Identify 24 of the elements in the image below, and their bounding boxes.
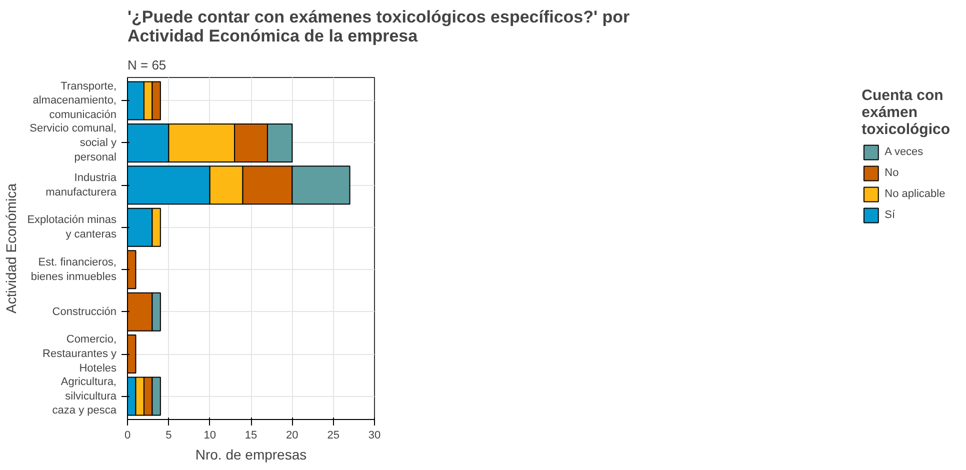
- x-tick-label: 20: [286, 430, 298, 442]
- legend-title: Cuenta con exámen toxicológico: [862, 87, 950, 138]
- x-tick-label: 25: [327, 430, 340, 442]
- x-tick-label: 0: [124, 430, 131, 442]
- legend-label: No aplicable: [884, 188, 946, 200]
- y-tick-label: Est. financieros, bienes inmuebles: [30, 256, 117, 283]
- y-tick-label: Construcción: [52, 306, 117, 318]
- x-tick-label: 15: [244, 430, 258, 442]
- y-tick-label: Explotación minas y canteras: [27, 214, 117, 241]
- chart-title: '¿Puede contar con exámenes toxicológicos específicos?' por Actividad Económica de la empresa: [128, 8, 630, 46]
- y-tick-label: Servicio comunal, social y personal: [30, 122, 117, 164]
- y-tick-label: Agricultura, silvicultura caza y pesca: [52, 376, 118, 417]
- y-axis-title: Actividad Económica: [3, 183, 20, 314]
- y-tick-label: Transporte, almacenamiento, comunicación: [32, 80, 117, 122]
- legend-label: A veces: [884, 146, 924, 158]
- legend-label: Sí: [884, 209, 896, 221]
- x-tick-label: 30: [368, 430, 381, 442]
- y-tick-label: Industria manufacturera: [46, 172, 118, 198]
- x-tick-label: 5: [166, 430, 172, 442]
- x-tick-label: 10: [204, 430, 216, 442]
- x-axis-title: Nro. de empresas: [195, 446, 307, 462]
- legend-label: No: [884, 167, 900, 179]
- chart-subtitle: N = 65: [128, 58, 166, 72]
- y-tick-label: Comercio, Restaurantes y Hoteles: [42, 334, 117, 374]
